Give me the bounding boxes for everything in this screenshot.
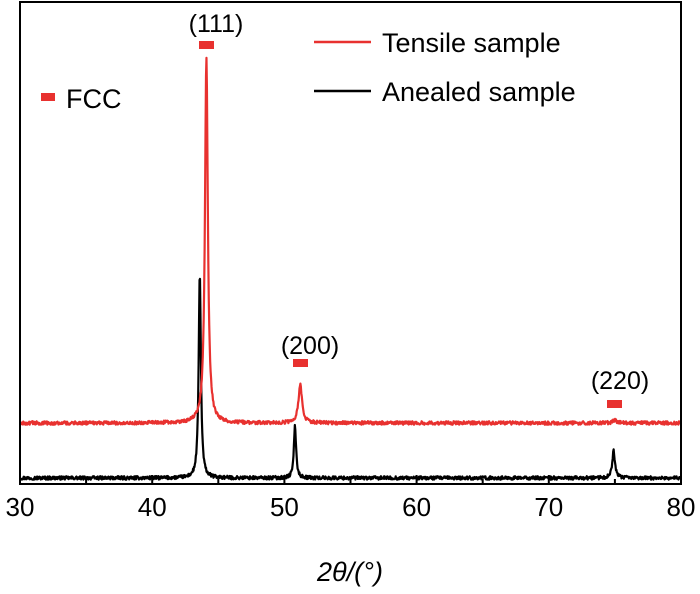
- legend-label-tensile: Tensile sample: [382, 28, 561, 58]
- series-layer: [19, 56, 682, 481]
- x-axis-title: 2θ/(°): [316, 557, 383, 587]
- series-line-anealed-sample: [19, 277, 682, 481]
- series-line-tensile-sample: [19, 56, 682, 426]
- x-tick-label: 80: [667, 492, 696, 522]
- x-tick-label: 70: [534, 492, 563, 522]
- peak-marker-220: [607, 400, 622, 408]
- legend: Tensile sample Anealed sample: [314, 28, 576, 107]
- fcc-label: FCC: [66, 84, 122, 114]
- axes-layer: [19, 1, 682, 485]
- peak-label-200: (200): [281, 332, 339, 360]
- x-tick-label: 40: [138, 492, 167, 522]
- peak-label-220: (220): [591, 367, 649, 395]
- peak-marker-111: [199, 41, 214, 49]
- fcc-marker-icon: [41, 93, 55, 101]
- x-tick-label: 50: [270, 492, 299, 522]
- peak-marker-200: [293, 359, 308, 367]
- x-ticks: 30 40 50 60 70 80: [6, 475, 696, 522]
- legend-label-annealed: Anealed sample: [382, 77, 576, 107]
- peak-label-111: (111): [189, 10, 244, 38]
- plot-frame: [19, 1, 682, 485]
- x-tick-label: 30: [6, 492, 35, 522]
- x-tick-label: 60: [402, 492, 431, 522]
